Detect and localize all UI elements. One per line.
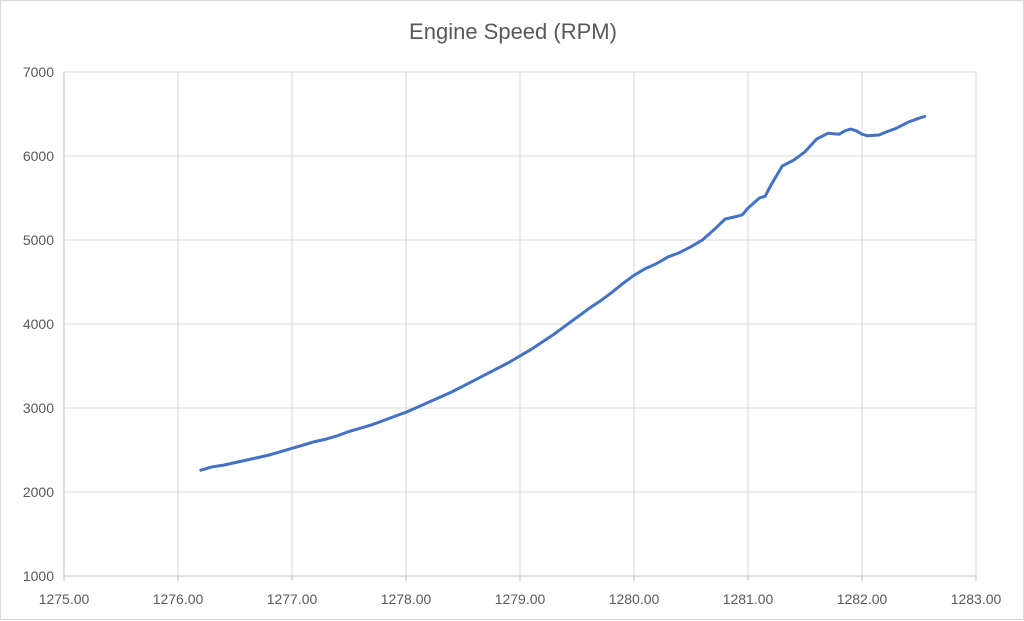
x-tick-label: 1282.00 (837, 591, 888, 607)
y-tick-label: 7000 (23, 64, 54, 80)
x-tick-label: 1283.00 (951, 591, 1002, 607)
series-line (201, 117, 925, 471)
series-layer (201, 117, 925, 471)
grid-layer (64, 72, 976, 576)
x-tick-label: 1277.00 (267, 591, 318, 607)
y-tick-label: 2000 (23, 484, 54, 500)
x-tick-label: 1279.00 (495, 591, 546, 607)
y-tick-label: 4000 (23, 316, 54, 332)
x-tick-label: 1281.00 (723, 591, 774, 607)
x-tick-label: 1278.00 (381, 591, 432, 607)
y-tick-label: 5000 (23, 232, 54, 248)
x-tick-label: 1280.00 (609, 591, 660, 607)
y-tick-label: 1000 (23, 568, 54, 584)
x-tick-label: 1275.00 (39, 591, 90, 607)
y-tick-label: 6000 (23, 148, 54, 164)
x-tick-label: 1276.00 (153, 591, 204, 607)
y-tick-label: 3000 (23, 400, 54, 416)
label-layer: 1000 2000 3000 4000 5000 6000 7000 1275.00 1276.… (23, 64, 1002, 607)
